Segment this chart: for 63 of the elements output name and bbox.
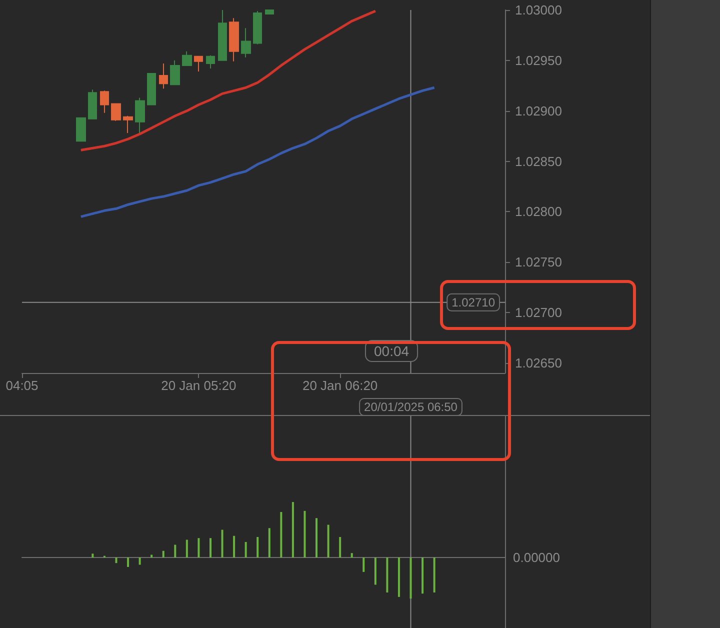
bar: [162, 550, 164, 558]
candlestick: [88, 89, 97, 120]
bar: [138, 558, 141, 565]
bar: [422, 558, 424, 594]
bar: [374, 558, 376, 585]
bar: [198, 538, 200, 558]
bar: [433, 558, 436, 592]
bar: [174, 544, 176, 558]
bar: [304, 510, 306, 558]
bar: [221, 530, 224, 558]
bar: [316, 518, 318, 558]
bar: [280, 512, 282, 558]
y-tick-label: 1.02850: [515, 154, 562, 169]
candlestick: [253, 10, 262, 45]
candlestick: [159, 62, 168, 90]
bar: [410, 558, 412, 599]
y-tick-label: 1.02900: [515, 103, 562, 118]
candlestick: [147, 73, 156, 106]
annotation: 00:04: [374, 343, 410, 359]
ref-line-label: 1.02710: [452, 295, 496, 310]
bar: [362, 558, 365, 572]
x-tick-label: 20 Jan 05:20: [161, 378, 236, 393]
bar: [127, 558, 130, 567]
line-series: [80, 86, 436, 218]
bar: [398, 558, 400, 597]
bar: [256, 536, 259, 558]
bar: [92, 554, 94, 558]
candlestick: [229, 18, 239, 62]
bar: [233, 536, 236, 558]
candlestick: [100, 90, 109, 114]
bar: [339, 536, 342, 558]
candlestick: [218, 10, 227, 61]
y-tick-label: 1.02950: [515, 52, 562, 68]
bar: [244, 542, 247, 558]
line-series: [80, 10, 377, 152]
x-tick-label: 04:05: [6, 378, 38, 393]
y-tick-label: 1.03000: [515, 2, 562, 18]
bar: [150, 554, 153, 558]
candlestick: [241, 28, 251, 58]
ref-line-label: 20/01/2025 06:50: [364, 400, 458, 414]
candlestick: [123, 115, 133, 134]
candlestick: [182, 50, 192, 66]
candlestick: [135, 97, 145, 135]
bar: [350, 553, 353, 558]
candlestick: [76, 117, 86, 142]
candlestick: [170, 60, 180, 86]
bar: [292, 502, 294, 558]
bar: [186, 540, 188, 558]
y-tick-label: 1.02650: [515, 355, 562, 370]
ref-line-label: 0.00000: [513, 550, 560, 566]
bar: [327, 524, 330, 558]
bar: [268, 528, 270, 558]
candlestick: [206, 54, 215, 69]
bar: [115, 558, 118, 564]
candlestick: [111, 103, 121, 122]
x-tick-label: 20 Jan 06:20: [302, 378, 378, 393]
y-tick-label: 1.02750: [515, 254, 562, 270]
bar: [209, 538, 212, 558]
bar: [386, 558, 388, 592]
y-tick-label: 1.02700: [515, 305, 562, 320]
y-tick-label: 1.02800: [515, 204, 562, 220]
candlestick: [265, 10, 274, 15]
candlestick: [194, 56, 203, 72]
